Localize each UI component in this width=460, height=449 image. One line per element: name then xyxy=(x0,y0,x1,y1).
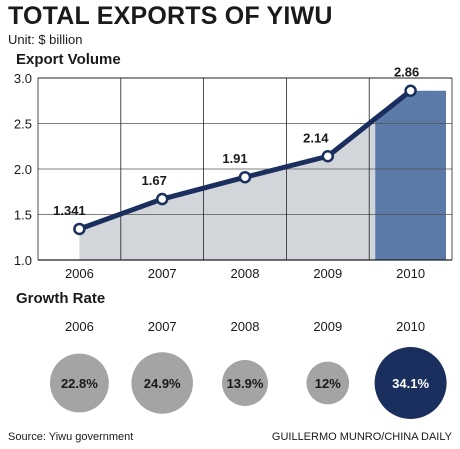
growth-bubble xyxy=(222,360,268,406)
credit-note: GUILLERMO MUNRO/CHINA DAILY xyxy=(271,431,452,443)
x-tick-label: 2006 xyxy=(65,266,94,281)
y-tick-label: 2.0 xyxy=(14,162,32,177)
data-label: 1.341 xyxy=(53,203,86,218)
highlight-bar-2010 xyxy=(375,90,446,261)
growth-year-label: 2007 xyxy=(148,319,177,334)
export-volume-heading: Export Volume xyxy=(16,51,121,68)
x-tick-label: 2010 xyxy=(396,266,425,281)
area-fill xyxy=(79,118,376,261)
y-tick-label: 2.5 xyxy=(14,117,32,132)
growth-bubble xyxy=(131,352,193,414)
chart-title: TOTAL EXPORTS OF YIWU xyxy=(8,2,333,30)
x-tick-label: 2009 xyxy=(313,266,342,281)
data-label: 2.14 xyxy=(303,130,329,145)
data-point xyxy=(238,170,252,184)
growth-year-label: 2008 xyxy=(231,319,260,334)
data-point xyxy=(73,222,86,236)
y-tick-label: 1.0 xyxy=(14,253,32,268)
data-label: 1.91 xyxy=(222,151,247,166)
growth-value-label: 13.9% xyxy=(227,376,264,391)
y-tick-label: 3.0 xyxy=(14,71,32,86)
data-point xyxy=(321,150,335,163)
growth-value-label: 22.8% xyxy=(61,376,98,391)
growth-value-label: 34.1% xyxy=(392,376,429,391)
growth-bubble xyxy=(306,361,350,405)
data-label: 1.67 xyxy=(142,173,167,188)
source-note: Source: Yiwu government xyxy=(8,431,134,443)
x-tick-label: 2008 xyxy=(231,266,260,281)
growth-bubble xyxy=(374,347,447,419)
y-tick-label: 1.5 xyxy=(14,208,32,223)
growth-value-label: 24.9% xyxy=(144,376,181,391)
growth-bubble xyxy=(49,353,109,413)
data-point xyxy=(155,192,169,206)
x-tick-label: 2007 xyxy=(148,266,177,281)
growth-year-label: 2006 xyxy=(65,319,94,334)
growth-year-label: 2009 xyxy=(313,319,342,334)
growth-rate-heading: Growth Rate xyxy=(16,290,106,307)
data-label: 2.86 xyxy=(394,65,419,80)
growth-year-label: 2010 xyxy=(396,319,425,334)
data-point xyxy=(404,84,417,97)
growth-value-label: 12% xyxy=(315,376,341,391)
unit-label: Unit: $ billion xyxy=(8,32,83,47)
